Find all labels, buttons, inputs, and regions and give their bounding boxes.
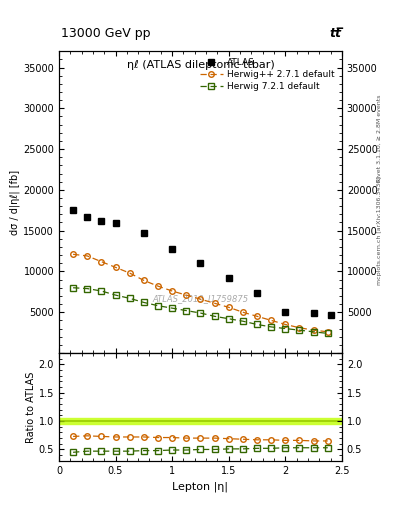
Herwig 7.2.1 default	[71, 285, 75, 291]
ATLAS	[99, 218, 104, 224]
Herwig 7.2.1 default	[170, 305, 174, 311]
Herwig++ 2.7.1 default	[311, 327, 316, 333]
Herwig 7.2.1 default	[141, 300, 146, 306]
ATLAS	[170, 246, 174, 252]
Herwig 7.2.1 default	[99, 288, 104, 294]
Herwig++ 2.7.1 default	[141, 278, 146, 284]
Herwig++ 2.7.1 default	[212, 300, 217, 306]
ATLAS	[71, 207, 75, 214]
Herwig++ 2.7.1 default	[297, 325, 302, 331]
Herwig 7.2.1 default	[325, 330, 330, 336]
Herwig++ 2.7.1 default	[283, 322, 288, 328]
Herwig 7.2.1 default	[85, 286, 90, 292]
Herwig 7.2.1 default	[311, 329, 316, 335]
Text: ATLAS_2019_I1759875: ATLAS_2019_I1759875	[152, 294, 248, 303]
Line: Herwig++ 2.7.1 default: Herwig++ 2.7.1 default	[70, 251, 331, 334]
ATLAS	[311, 310, 316, 316]
Herwig 7.2.1 default	[297, 327, 302, 333]
Text: ηℓ (ATLAS dileptonic ttbar): ηℓ (ATLAS dileptonic ttbar)	[127, 60, 274, 70]
Herwig 7.2.1 default	[184, 308, 189, 314]
ATLAS	[226, 274, 231, 281]
ATLAS	[198, 260, 203, 266]
Herwig++ 2.7.1 default	[127, 270, 132, 276]
Herwig 7.2.1 default	[198, 310, 203, 316]
Herwig++ 2.7.1 default	[85, 253, 90, 259]
Herwig 7.2.1 default	[113, 292, 118, 298]
Herwig++ 2.7.1 default	[184, 292, 189, 298]
Text: tt̅: tt̅	[330, 27, 342, 40]
Herwig 7.2.1 default	[156, 303, 160, 309]
ATLAS	[85, 214, 90, 220]
Herwig++ 2.7.1 default	[269, 317, 274, 324]
ATLAS	[113, 220, 118, 226]
Legend: ATLAS, Herwig++ 2.7.1 default, Herwig 7.2.1 default: ATLAS, Herwig++ 2.7.1 default, Herwig 7.…	[197, 56, 338, 94]
ATLAS	[328, 312, 333, 318]
Herwig 7.2.1 default	[269, 324, 274, 330]
Herwig 7.2.1 default	[255, 322, 259, 328]
Text: mcplots.cern.ch [arXiv:1306.3436]: mcplots.cern.ch [arXiv:1306.3436]	[377, 176, 382, 285]
Line: ATLAS: ATLAS	[70, 207, 334, 318]
Herwig++ 2.7.1 default	[170, 288, 174, 294]
Herwig++ 2.7.1 default	[99, 259, 104, 265]
Bar	[59, 418, 342, 424]
Text: Rivet 3.1.10, ≥ 2.8M events: Rivet 3.1.10, ≥ 2.8M events	[377, 95, 382, 182]
Herwig 7.2.1 default	[283, 326, 288, 332]
Herwig++ 2.7.1 default	[241, 309, 245, 315]
Herwig++ 2.7.1 default	[198, 296, 203, 302]
Herwig++ 2.7.1 default	[71, 251, 75, 258]
Herwig++ 2.7.1 default	[325, 329, 330, 335]
Herwig 7.2.1 default	[226, 316, 231, 322]
Y-axis label: Ratio to ATLAS: Ratio to ATLAS	[26, 371, 36, 442]
Herwig++ 2.7.1 default	[226, 304, 231, 310]
Y-axis label: dσ / d|ηℓ| [fb]: dσ / d|ηℓ| [fb]	[10, 169, 20, 234]
Herwig 7.2.1 default	[212, 313, 217, 319]
ATLAS	[141, 229, 146, 236]
Herwig 7.2.1 default	[241, 318, 245, 324]
Herwig++ 2.7.1 default	[255, 313, 259, 319]
Herwig++ 2.7.1 default	[156, 283, 160, 289]
ATLAS	[255, 290, 259, 296]
Herwig 7.2.1 default	[127, 295, 132, 302]
Text: 13000 GeV pp: 13000 GeV pp	[61, 27, 151, 40]
ATLAS	[283, 309, 288, 315]
X-axis label: Lepton |η|: Lepton |η|	[173, 481, 228, 492]
Line: Herwig 7.2.1 default: Herwig 7.2.1 default	[70, 285, 331, 336]
Herwig++ 2.7.1 default	[113, 264, 118, 270]
